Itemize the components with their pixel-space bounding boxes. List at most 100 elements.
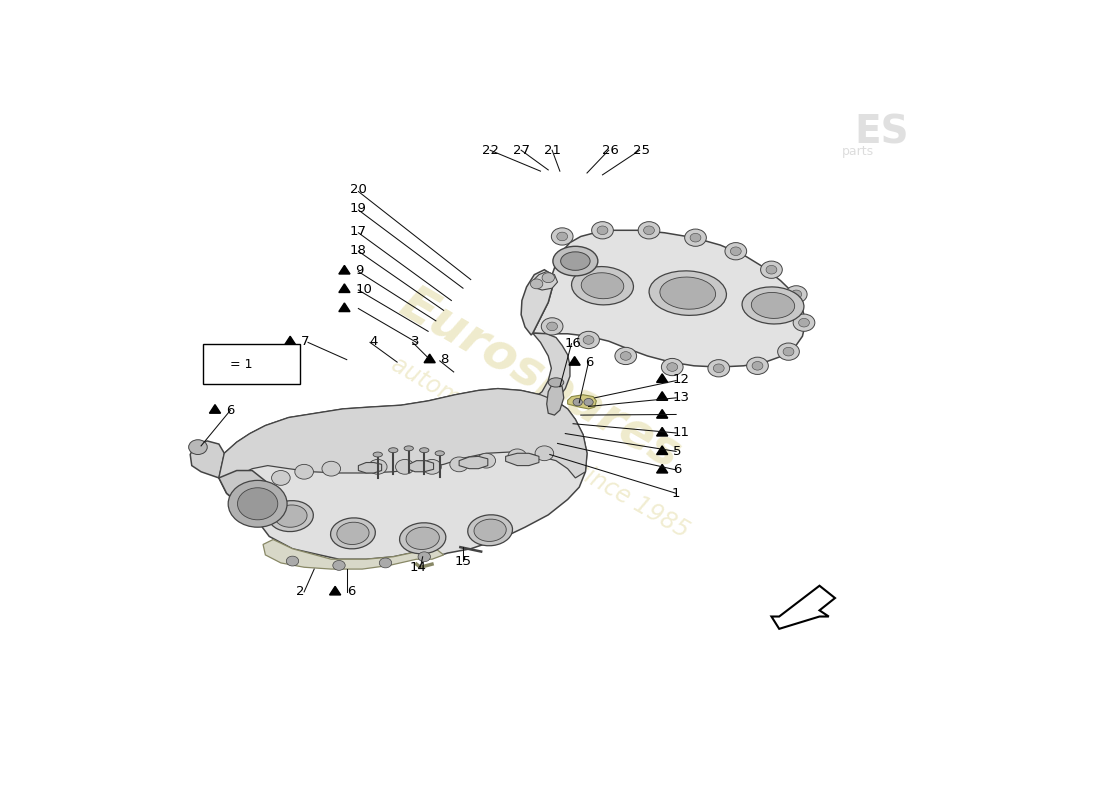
Polygon shape — [521, 270, 552, 335]
Text: 5: 5 — [673, 445, 682, 458]
Circle shape — [620, 352, 631, 360]
Circle shape — [638, 222, 660, 239]
Text: parts: parts — [843, 145, 874, 158]
Text: automotive parts since 1985: automotive parts since 1985 — [387, 352, 694, 542]
Circle shape — [573, 398, 582, 406]
Text: = 1: = 1 — [231, 358, 253, 371]
Ellipse shape — [572, 266, 634, 305]
Circle shape — [791, 290, 802, 298]
Circle shape — [272, 470, 290, 486]
Polygon shape — [532, 333, 570, 401]
Circle shape — [661, 358, 683, 376]
Ellipse shape — [660, 277, 716, 309]
Circle shape — [542, 273, 554, 282]
Polygon shape — [359, 462, 382, 473]
Ellipse shape — [548, 378, 563, 387]
Circle shape — [508, 449, 527, 464]
Text: 6: 6 — [585, 356, 594, 369]
Circle shape — [747, 357, 768, 374]
Circle shape — [541, 318, 563, 335]
Circle shape — [584, 398, 593, 406]
Circle shape — [551, 228, 573, 245]
Text: 9: 9 — [355, 265, 364, 278]
Polygon shape — [506, 454, 539, 466]
Polygon shape — [459, 456, 487, 469]
Polygon shape — [657, 464, 668, 473]
Polygon shape — [219, 470, 267, 507]
Circle shape — [333, 561, 345, 570]
Text: 12: 12 — [673, 373, 690, 386]
Polygon shape — [657, 427, 668, 436]
Circle shape — [557, 232, 568, 241]
Circle shape — [547, 322, 558, 330]
Polygon shape — [532, 230, 805, 367]
Polygon shape — [190, 441, 224, 478]
Text: 8: 8 — [440, 353, 449, 366]
Circle shape — [238, 488, 278, 520]
Polygon shape — [219, 389, 587, 559]
Ellipse shape — [388, 448, 398, 453]
Text: 6: 6 — [673, 463, 681, 477]
Circle shape — [418, 552, 430, 562]
Circle shape — [578, 331, 600, 349]
Text: 17: 17 — [350, 225, 367, 238]
Polygon shape — [657, 392, 668, 400]
Circle shape — [228, 480, 287, 527]
Circle shape — [535, 446, 553, 461]
Polygon shape — [547, 382, 563, 415]
Circle shape — [644, 226, 654, 234]
Circle shape — [725, 242, 747, 260]
Polygon shape — [339, 284, 350, 293]
FancyBboxPatch shape — [204, 344, 300, 384]
Circle shape — [799, 318, 810, 327]
Circle shape — [708, 360, 729, 377]
Ellipse shape — [649, 271, 726, 315]
Circle shape — [793, 314, 815, 331]
Circle shape — [592, 222, 614, 239]
Ellipse shape — [553, 246, 598, 276]
Circle shape — [189, 440, 207, 454]
Text: 14: 14 — [409, 561, 427, 574]
Ellipse shape — [474, 519, 506, 542]
Polygon shape — [568, 394, 596, 409]
Ellipse shape — [468, 514, 513, 546]
Polygon shape — [569, 357, 580, 365]
Text: 22: 22 — [482, 144, 498, 157]
Ellipse shape — [399, 522, 446, 554]
Text: 13: 13 — [673, 390, 690, 404]
Ellipse shape — [751, 293, 794, 318]
Polygon shape — [339, 303, 350, 311]
Circle shape — [752, 362, 763, 370]
Text: 21: 21 — [543, 144, 561, 157]
Circle shape — [422, 459, 441, 474]
Polygon shape — [771, 586, 835, 629]
Polygon shape — [339, 266, 350, 274]
Text: Eurospares: Eurospares — [392, 279, 690, 479]
Circle shape — [684, 229, 706, 246]
Circle shape — [760, 261, 782, 278]
Polygon shape — [219, 389, 587, 483]
Ellipse shape — [373, 452, 383, 457]
Text: 11: 11 — [673, 426, 690, 439]
Circle shape — [778, 343, 800, 360]
Circle shape — [667, 362, 678, 371]
Polygon shape — [657, 410, 668, 418]
Circle shape — [530, 279, 542, 289]
Polygon shape — [285, 336, 296, 345]
Circle shape — [713, 364, 724, 373]
Text: 6: 6 — [346, 586, 355, 598]
Polygon shape — [532, 271, 558, 290]
Circle shape — [322, 462, 341, 476]
Text: 26: 26 — [602, 144, 618, 157]
Polygon shape — [216, 359, 227, 368]
Text: 10: 10 — [355, 283, 372, 296]
Circle shape — [396, 459, 415, 474]
Circle shape — [450, 457, 469, 472]
Text: 2: 2 — [296, 586, 305, 598]
Circle shape — [286, 556, 299, 566]
Circle shape — [477, 454, 495, 468]
Ellipse shape — [581, 273, 624, 298]
Ellipse shape — [275, 505, 307, 527]
Circle shape — [766, 266, 777, 274]
Text: 19: 19 — [350, 202, 366, 214]
